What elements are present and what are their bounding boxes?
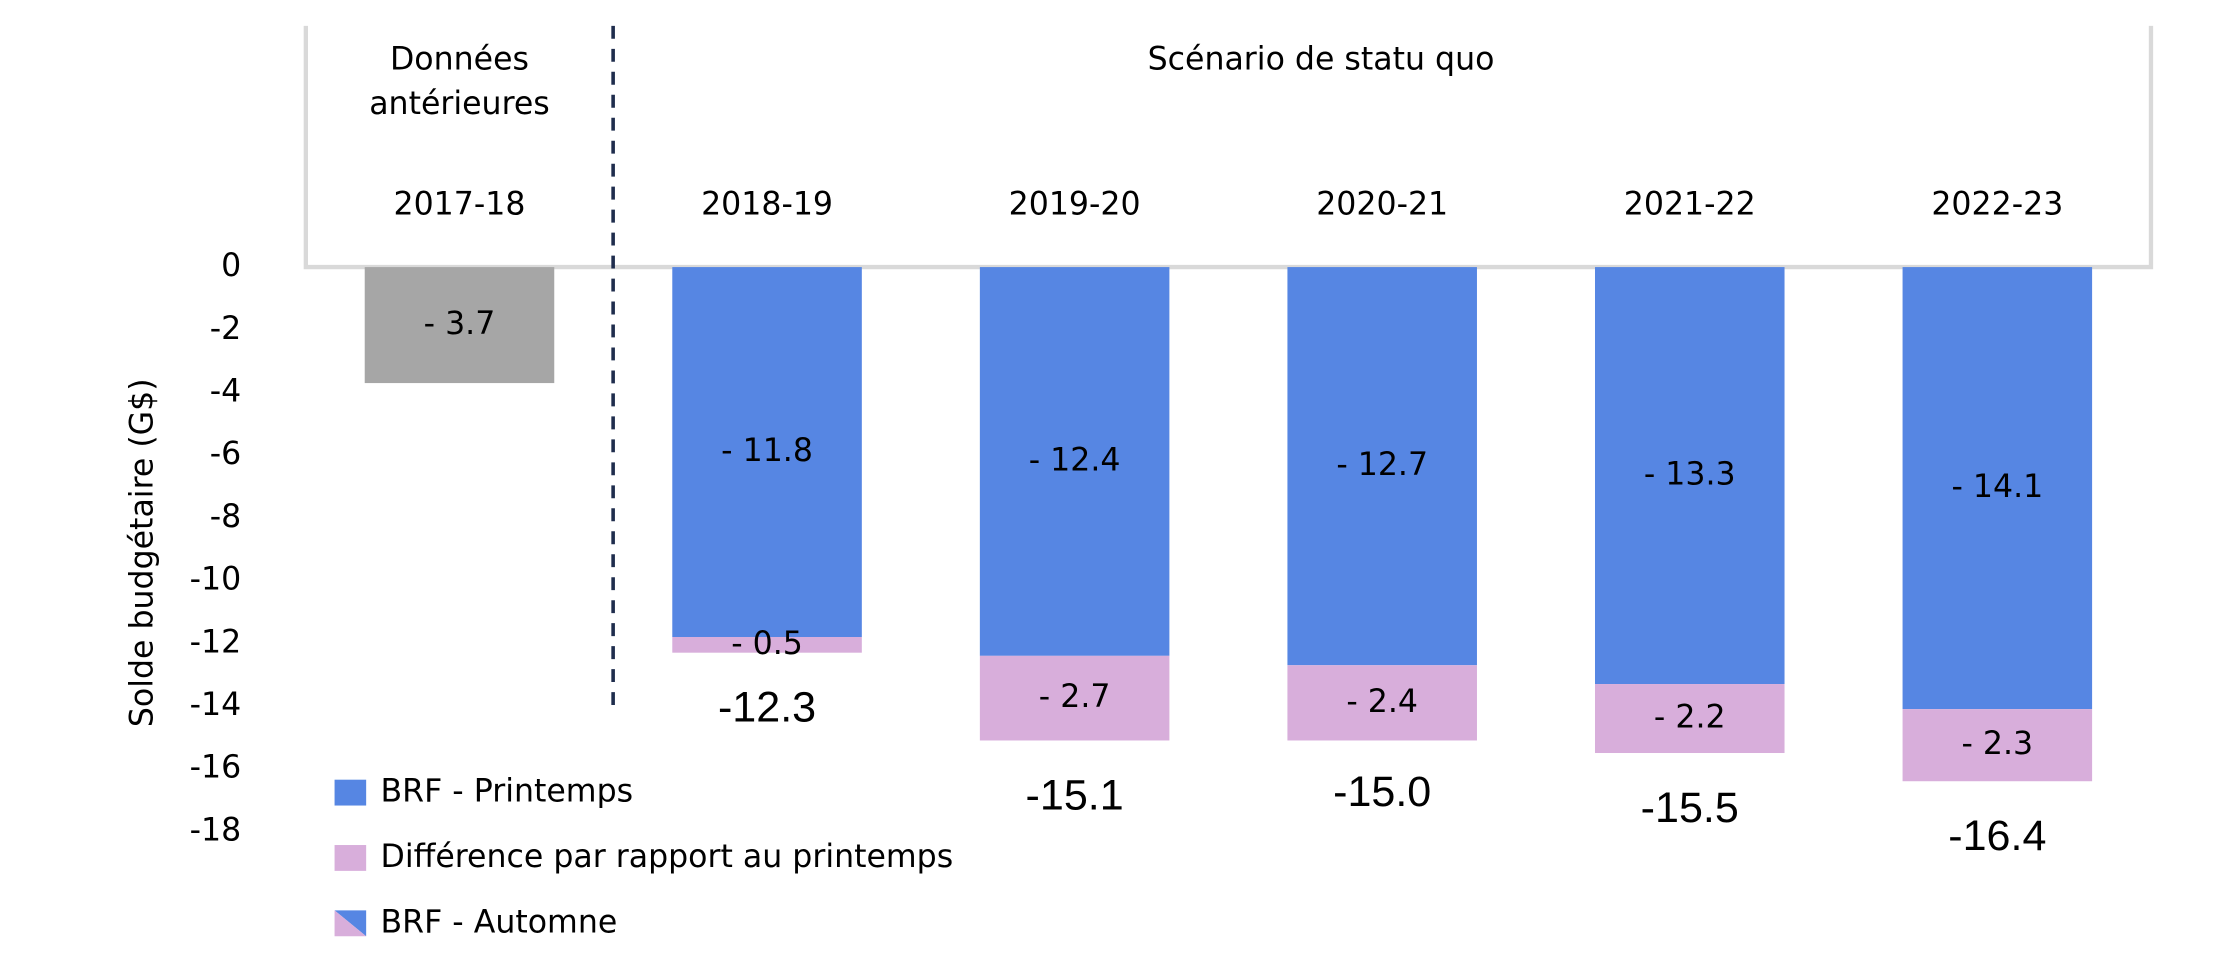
- header-box: [303, 25, 2154, 270]
- legend-label: BRF - Automne: [381, 904, 618, 940]
- total-label: -15.5: [1641, 784, 1739, 832]
- y-tick-label: -2: [210, 311, 242, 347]
- y-tick-label: -4: [210, 373, 242, 409]
- legend-swatch: [334, 845, 367, 871]
- y-tick-label: -18: [190, 812, 242, 848]
- y-tick-label: -10: [190, 562, 242, 598]
- bar: [1287, 665, 1477, 741]
- group-label: Scénario de statu quo: [1148, 41, 1495, 77]
- legend-label: Différence par rapport au printemps: [381, 839, 954, 875]
- group-label: Données antérieures: [369, 41, 550, 122]
- bar: [1594, 684, 1785, 754]
- legend-label: BRF - Printemps: [381, 774, 634, 810]
- data-label: - 14.1: [1951, 469, 2043, 505]
- bar: [1594, 267, 1785, 685]
- data-label: - 2.2: [1654, 700, 1726, 736]
- data-label: - 11.8: [721, 433, 813, 469]
- y-axis-label: Solde budgétaire (G$): [125, 378, 161, 727]
- data-label: - 12.7: [1336, 447, 1428, 483]
- legend-swatch: [334, 910, 367, 937]
- bar: [979, 655, 1170, 741]
- bar: [672, 267, 862, 638]
- data-label: - 12.4: [1029, 442, 1121, 478]
- bar: [1902, 709, 2093, 782]
- y-tick-label: -16: [190, 750, 242, 786]
- x-tick-label: 2018-19: [701, 186, 833, 222]
- data-label: - 2.3: [1962, 726, 2034, 762]
- x-tick-label: 2020-21: [1316, 186, 1448, 222]
- total-label: -12.3: [718, 683, 816, 731]
- data-label: - 13.3: [1644, 457, 1736, 493]
- y-tick-label: -6: [210, 436, 242, 472]
- y-tick-label: 0: [221, 248, 241, 284]
- bar: [1902, 267, 2093, 710]
- bar: [364, 267, 555, 384]
- data-label: - 0.5: [731, 626, 803, 662]
- y-tick-label: -8: [210, 499, 242, 535]
- total-label: -15.1: [1026, 771, 1124, 819]
- x-tick-label: 2019-20: [1009, 186, 1141, 222]
- x-tick-label: 2017-18: [394, 186, 526, 222]
- y-tick-label: -14: [190, 687, 242, 723]
- data-label: - 3.7: [424, 306, 496, 342]
- bar: [979, 267, 1170, 656]
- total-label: -15.0: [1333, 768, 1431, 816]
- x-tick-label: 2022-23: [1931, 186, 2063, 222]
- legend-swatch: [334, 779, 367, 806]
- x-tick-label: 2021-22: [1624, 186, 1756, 222]
- bar: [672, 637, 862, 653]
- y-tick-label: -12: [190, 624, 242, 660]
- total-label: -16.4: [1948, 812, 2046, 860]
- data-label: - 2.7: [1039, 679, 1111, 715]
- bar: [1287, 267, 1477, 666]
- data-label: - 2.4: [1346, 684, 1418, 720]
